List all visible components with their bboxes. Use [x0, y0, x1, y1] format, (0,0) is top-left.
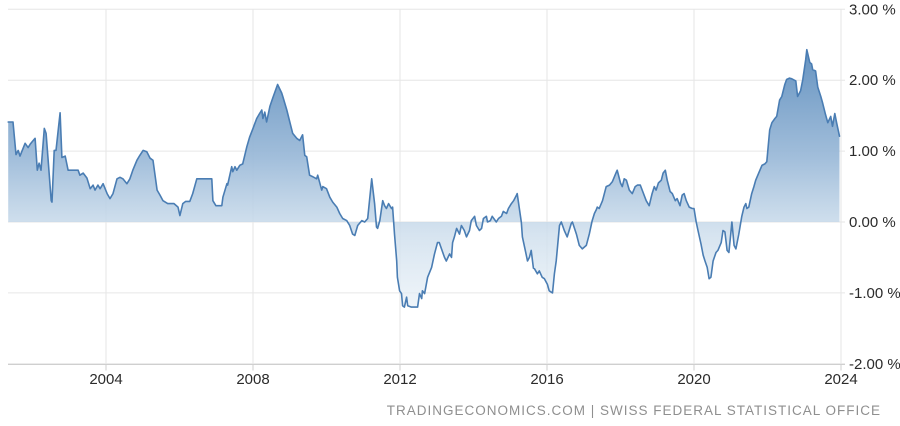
area-fill: [8, 49, 840, 308]
y-axis-label: 3.00 %: [849, 1, 896, 18]
x-axis-label: 2020: [677, 371, 710, 388]
y-axis-label: 2.00 %: [849, 72, 896, 89]
x-axis-label: 2012: [383, 371, 416, 388]
y-axis-label: -1.00 %: [849, 285, 900, 302]
source-attribution: TRADINGECONOMICS.COM | SWISS FEDERAL STA…: [386, 403, 881, 418]
y-axis-label: 0.00 %: [849, 214, 896, 231]
x-axis-label: 2004: [89, 371, 122, 388]
y-axis-label: 1.00 %: [849, 143, 896, 160]
series-line: [7, 48, 841, 308]
x-axis-label: 2008: [236, 371, 269, 388]
x-axis-label: 2016: [530, 371, 563, 388]
x-axis-label: 2024: [824, 371, 857, 388]
y-axis-label: -2.00 %: [849, 356, 900, 373]
